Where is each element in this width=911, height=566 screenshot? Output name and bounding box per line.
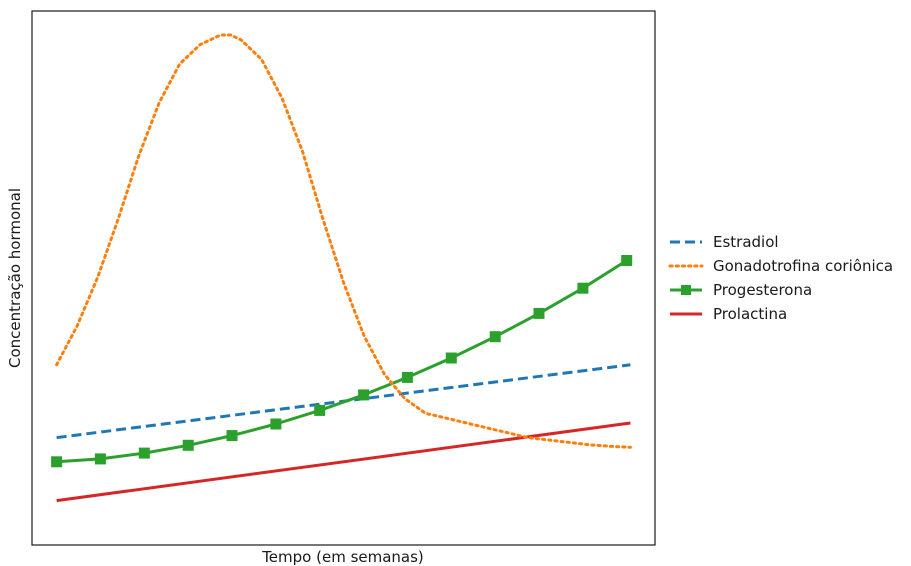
data-point-progesterona xyxy=(226,430,238,442)
data-point-progesterona xyxy=(401,371,413,383)
legend-marker-progesterona xyxy=(681,285,691,295)
data-point-progesterona xyxy=(621,255,633,266)
series-group xyxy=(51,33,633,503)
data-point-progesterona xyxy=(182,439,194,451)
data-point-progesterona xyxy=(94,453,106,465)
legend-label-estradiol: Estradiol xyxy=(713,233,779,251)
legend-label-gonadotrofina: Gonadotrofina coriônica xyxy=(713,257,893,275)
data-point-progesterona xyxy=(270,418,282,430)
data-point-progesterona xyxy=(533,307,545,319)
data-point-progesterona xyxy=(138,447,150,459)
x-axis-label: Tempo (em semanas) xyxy=(261,548,424,566)
data-point-progesterona xyxy=(577,282,589,294)
plot-area xyxy=(32,11,655,545)
legend-label-prolactina: Prolactina xyxy=(713,305,787,323)
data-point-progesterona xyxy=(445,352,457,364)
legend: Estradiol Gonadotrofina coriônica Proges… xyxy=(668,233,893,323)
data-point-progesterona xyxy=(51,456,63,468)
series-line-progesterona xyxy=(56,259,628,464)
series-line-gonadotrofina-corionica xyxy=(55,33,632,449)
legend-label-progesterona: Progesterona xyxy=(713,281,812,299)
y-axis-label: Concentração hormonal xyxy=(6,188,24,368)
data-point-progesterona xyxy=(314,404,326,416)
plot-frame xyxy=(31,10,656,546)
series-line-prolactina xyxy=(56,421,631,503)
data-point-progesterona xyxy=(358,389,370,401)
data-point-progesterona xyxy=(489,331,501,343)
